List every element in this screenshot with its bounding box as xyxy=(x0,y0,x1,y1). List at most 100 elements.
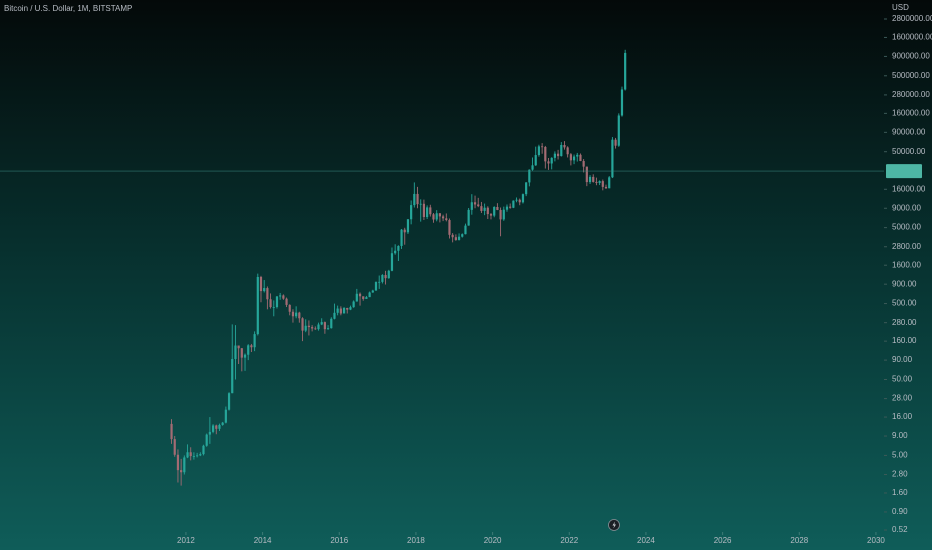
candle-body xyxy=(406,219,410,233)
candle-body xyxy=(601,181,604,187)
candle-body xyxy=(611,139,614,178)
candle-body xyxy=(227,393,231,410)
y-tick-label: 500.00 xyxy=(892,299,917,308)
candle-body xyxy=(202,445,205,455)
candle-body xyxy=(323,322,326,330)
y-tick-label: 90.00 xyxy=(892,355,913,364)
candle-body xyxy=(196,455,199,457)
candle-body xyxy=(326,328,330,330)
candle-body xyxy=(205,434,208,446)
candle-body xyxy=(298,312,301,319)
candle-body xyxy=(435,213,438,220)
x-tick-label: 2022 xyxy=(560,536,578,545)
candle-body xyxy=(320,322,323,325)
candle-body xyxy=(224,409,227,423)
candle-body xyxy=(429,207,432,215)
candle-body xyxy=(368,292,371,298)
candle-body xyxy=(240,348,243,358)
candle-body xyxy=(470,202,473,210)
candle-body xyxy=(218,424,221,429)
candle-body xyxy=(419,203,422,205)
y-tick-label: 9.00 xyxy=(892,431,908,440)
candle-body xyxy=(582,161,585,167)
candle-body xyxy=(512,200,515,208)
candle-body xyxy=(493,206,496,216)
candle-body xyxy=(544,146,547,162)
y-tick-label: 280000.00 xyxy=(892,90,930,99)
y-tick-label: 280.00 xyxy=(892,318,917,327)
candle-body xyxy=(358,293,362,297)
y-tick-label: 16.00 xyxy=(892,412,913,421)
candle-body xyxy=(291,311,295,317)
candle-body xyxy=(502,209,505,220)
candle-body xyxy=(400,229,403,246)
candle-body xyxy=(410,205,413,220)
candle-body xyxy=(221,422,224,425)
candle-body xyxy=(448,220,451,235)
candle-body xyxy=(186,452,189,458)
chart-title: Bitcoin / U.S. Dollar, 1M, BITSTAMP xyxy=(4,4,132,13)
y-tick-label: 900.00 xyxy=(892,279,917,288)
candle-body xyxy=(208,431,211,435)
candle-body xyxy=(247,345,250,355)
candle-body xyxy=(560,144,563,157)
y-tick-label: 900000.00 xyxy=(892,52,930,61)
y-tick-label: 5.00 xyxy=(892,451,908,460)
candle-body xyxy=(355,293,358,302)
y-tick-label: 0.90 xyxy=(892,507,908,516)
candle-body xyxy=(259,276,263,292)
candle-body xyxy=(457,236,461,240)
candle-body xyxy=(537,146,541,156)
candle-body xyxy=(620,89,624,116)
candle-body xyxy=(192,456,195,457)
candle-body xyxy=(572,156,576,161)
candle-body xyxy=(576,154,579,157)
y-tick-label: 1.60 xyxy=(892,488,908,497)
candle-body xyxy=(342,308,346,314)
candle-body xyxy=(173,439,176,455)
candle-body xyxy=(336,308,339,313)
candle-body xyxy=(346,308,349,310)
candle-body xyxy=(282,295,285,299)
candle-body xyxy=(515,199,518,201)
candle-body xyxy=(180,470,183,473)
candle-body xyxy=(199,454,202,456)
y-tick-label: 160000.00 xyxy=(892,108,930,117)
y-tick-label: 50000.00 xyxy=(892,147,926,156)
candle-body xyxy=(378,281,381,283)
candle-body xyxy=(624,52,627,90)
candle-body xyxy=(480,206,483,211)
candle-body xyxy=(563,144,566,148)
candle-body xyxy=(403,229,406,233)
candle-body xyxy=(422,203,426,218)
y-tick-label: 0.52 xyxy=(892,525,908,534)
y-tick-label: 5000.00 xyxy=(892,223,921,232)
candle-body xyxy=(243,354,247,358)
candle-body xyxy=(531,165,534,170)
y-tick-label: 160.00 xyxy=(892,336,917,345)
candle-body xyxy=(183,457,186,473)
candle-body xyxy=(528,169,531,183)
candle-body xyxy=(461,234,464,237)
candle-body xyxy=(352,301,355,308)
candle-body xyxy=(295,312,298,317)
x-tick-label: 2014 xyxy=(254,536,272,545)
candle-body xyxy=(413,193,416,206)
candle-body xyxy=(464,225,467,235)
candle-body xyxy=(438,213,441,217)
candle-body xyxy=(521,194,525,203)
x-tick-label: 2018 xyxy=(407,536,425,545)
candle-body xyxy=(473,202,477,205)
y-unit: USD xyxy=(892,3,909,12)
candle-body xyxy=(489,214,493,216)
last-price-box xyxy=(886,164,922,179)
candle-body xyxy=(416,193,419,205)
x-tick-label: 2012 xyxy=(177,536,195,545)
candle-body xyxy=(304,325,307,331)
candle-body xyxy=(301,318,304,331)
x-tick-label: 2028 xyxy=(790,536,808,545)
candle-body xyxy=(234,345,237,360)
